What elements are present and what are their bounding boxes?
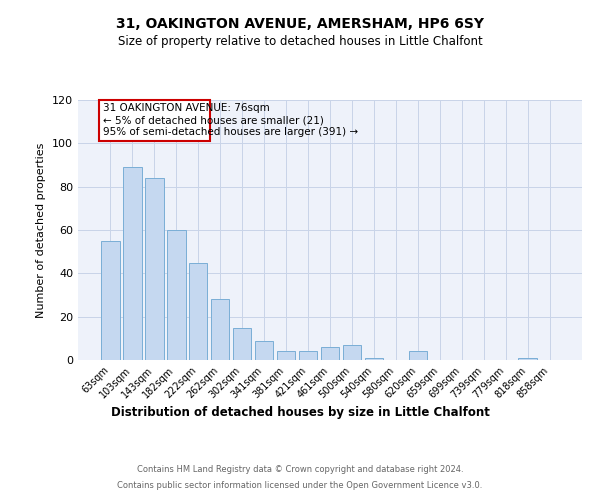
Bar bbox=[320, 347, 340, 360]
Text: ← 5% of detached houses are smaller (21): ← 5% of detached houses are smaller (21) bbox=[103, 115, 323, 125]
Bar bbox=[123, 167, 142, 360]
Bar bbox=[145, 178, 164, 360]
Y-axis label: Number of detached properties: Number of detached properties bbox=[37, 142, 46, 318]
Bar bbox=[365, 358, 383, 360]
Bar bbox=[101, 241, 119, 360]
Bar bbox=[211, 300, 229, 360]
Bar bbox=[233, 328, 251, 360]
Bar bbox=[255, 340, 274, 360]
Bar bbox=[409, 352, 427, 360]
Bar bbox=[99, 100, 210, 141]
Text: Size of property relative to detached houses in Little Chalfont: Size of property relative to detached ho… bbox=[118, 35, 482, 48]
Text: Distribution of detached houses by size in Little Chalfont: Distribution of detached houses by size … bbox=[110, 406, 490, 419]
Bar bbox=[167, 230, 185, 360]
Bar bbox=[299, 352, 317, 360]
Text: 31, OAKINGTON AVENUE, AMERSHAM, HP6 6SY: 31, OAKINGTON AVENUE, AMERSHAM, HP6 6SY bbox=[116, 18, 484, 32]
Bar bbox=[343, 345, 361, 360]
Bar bbox=[518, 358, 537, 360]
Text: 31 OAKINGTON AVENUE: 76sqm: 31 OAKINGTON AVENUE: 76sqm bbox=[103, 104, 269, 114]
Text: Contains HM Land Registry data © Crown copyright and database right 2024.: Contains HM Land Registry data © Crown c… bbox=[137, 464, 463, 473]
Bar bbox=[277, 352, 295, 360]
Text: Contains public sector information licensed under the Open Government Licence v3: Contains public sector information licen… bbox=[118, 480, 482, 490]
Bar bbox=[189, 262, 208, 360]
Text: 95% of semi-detached houses are larger (391) →: 95% of semi-detached houses are larger (… bbox=[103, 127, 358, 137]
